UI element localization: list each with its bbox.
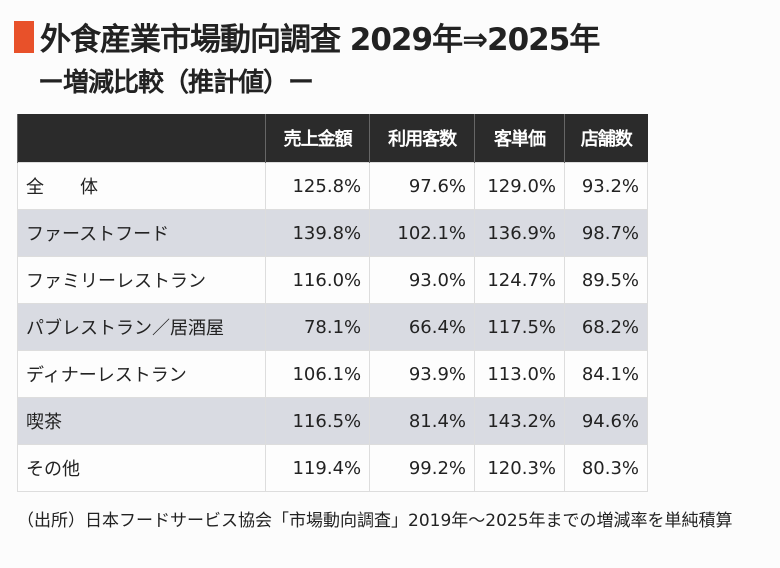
value-cell: 117.5% <box>474 303 565 351</box>
value-cell: 66.4% <box>369 303 476 351</box>
value-cell: 89.5% <box>564 256 648 304</box>
header-row: 売上金額 利用客数 客単価 店舗数 <box>16 114 648 163</box>
table-row: ファーストフード 139.8% 102.1% 136.9% 98.7% <box>16 209 648 257</box>
value-cell: 125.8% <box>265 162 371 210</box>
category-cell: ディナーレストラン <box>16 350 267 398</box>
value-cell: 80.3% <box>564 444 648 492</box>
column-header: 客単価 <box>474 114 565 163</box>
value-cell: 94.6% <box>564 397 648 445</box>
table-row: ファミリーレストラン 116.0% 93.0% 124.7% 89.5% <box>16 256 648 304</box>
comparison-table: 売上金額 利用客数 客単価 店舗数 全 体 125.8% 97.6% 129.0% 93.2%… <box>16 114 648 492</box>
value-cell: 124.7% <box>474 256 565 304</box>
value-cell: 99.2% <box>369 444 476 492</box>
value-cell: 120.3% <box>474 444 565 492</box>
value-cell: 113.0% <box>474 350 565 398</box>
value-cell: 136.9% <box>474 209 565 257</box>
value-cell: 119.4% <box>265 444 371 492</box>
column-header <box>16 114 266 163</box>
value-cell: 129.0% <box>474 162 565 210</box>
value-cell: 116.5% <box>265 397 371 445</box>
category-cell: ファーストフード <box>16 209 267 257</box>
table-row: 喫茶 116.5% 81.4% 143.2% 94.6% <box>16 397 648 445</box>
value-cell: 93.9% <box>369 350 476 398</box>
page-subtitle: ー増減比較（推計値）ー <box>38 68 314 98</box>
table-row: 全 体 125.8% 97.6% 129.0% 93.2% <box>16 162 648 210</box>
value-cell: 139.8% <box>265 209 371 257</box>
category-cell: その他 <box>16 444 267 492</box>
accent-square <box>14 20 34 53</box>
category-cell: パブレストラン／居酒屋 <box>16 303 267 351</box>
value-cell: 68.2% <box>564 303 648 351</box>
value-cell: 102.1% <box>369 209 476 257</box>
value-cell: 81.4% <box>369 397 476 445</box>
category-cell: 全 体 <box>16 162 267 210</box>
table-row: ディナーレストラン 106.1% 93.9% 113.0% 84.1% <box>16 350 648 398</box>
value-cell: 78.1% <box>265 303 371 351</box>
title-block: 外食産業市場動向調査 2029年⇒2025年 <box>14 14 600 59</box>
table-row: その他 119.4% 99.2% 120.3% 80.3% <box>16 444 648 492</box>
source-note: （出所）日本フードサービス協会「市場動向調査」2019年～2025年までの増減率… <box>17 511 733 531</box>
value-cell: 97.6% <box>369 162 476 210</box>
value-cell: 93.2% <box>564 162 648 210</box>
page-title: 外食産業市場動向調査 2029年⇒2025年 <box>40 22 600 58</box>
column-header: 売上金額 <box>265 114 370 163</box>
column-header: 利用客数 <box>369 114 475 163</box>
category-cell: ファミリーレストラン <box>16 256 267 304</box>
value-cell: 106.1% <box>265 350 371 398</box>
table-row: パブレストラン／居酒屋 78.1% 66.4% 117.5% 68.2% <box>16 303 648 351</box>
value-cell: 98.7% <box>564 209 648 257</box>
category-cell: 喫茶 <box>16 397 267 445</box>
value-cell: 116.0% <box>265 256 371 304</box>
column-header: 店舗数 <box>564 114 648 163</box>
value-cell: 84.1% <box>564 350 648 398</box>
value-cell: 143.2% <box>474 397 565 445</box>
value-cell: 93.0% <box>369 256 476 304</box>
